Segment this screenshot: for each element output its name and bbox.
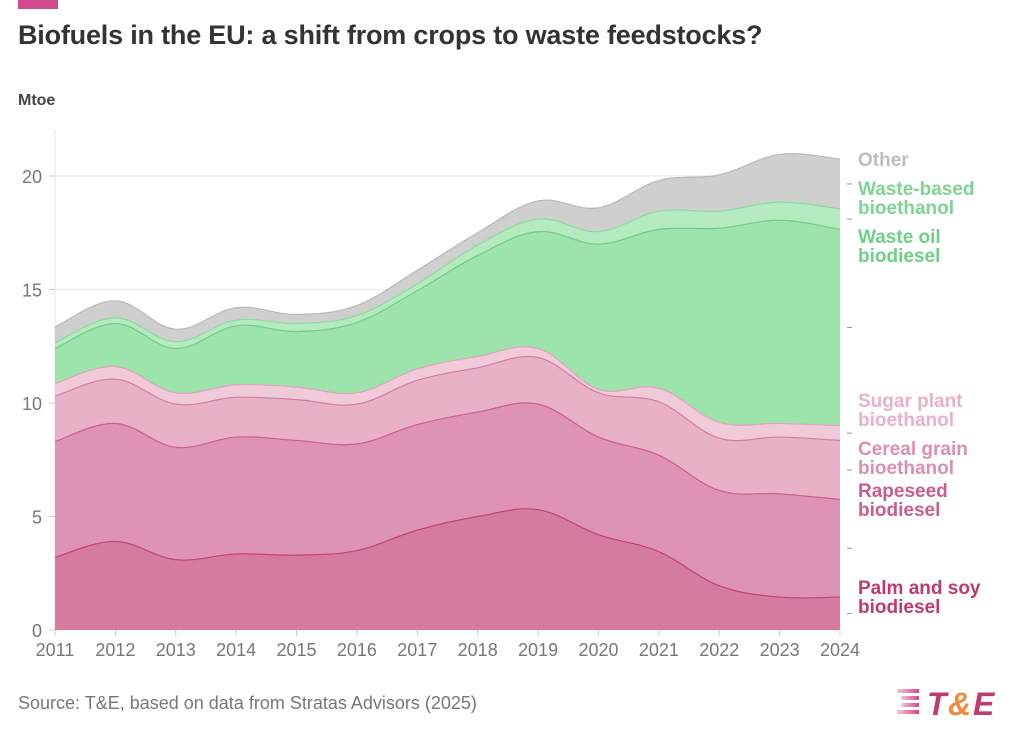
x-tick-label: 2022 xyxy=(699,640,739,660)
series-label-cereal-grain-bioethanol: bioethanol xyxy=(858,458,954,479)
logo-ampersand: & xyxy=(948,686,971,720)
x-tick-label: 2019 xyxy=(518,640,558,660)
chart-title: Biofuels in the EU: a shift from crops t… xyxy=(18,20,763,50)
area-cereal-grain-bioethanol xyxy=(55,356,840,500)
te-logo-mark-icon: T & E xyxy=(897,686,996,722)
y-axis-unit-label: Mtoe xyxy=(18,92,56,109)
line-rapeseed-biodiesel xyxy=(54,402,841,501)
series-label-rapeseed-biodiesel: Rapeseed xyxy=(858,481,948,502)
line-waste-based-bioethanol xyxy=(54,201,841,344)
area-rapeseed-biodiesel xyxy=(55,402,840,598)
y-tick-label: 10 xyxy=(22,394,42,414)
brand-accent-bar xyxy=(18,0,58,9)
area-boundary-lines xyxy=(54,153,841,599)
x-axis-ticks: 2011 2012 2013 2014 2015 2016 2017 2018 2019 2020… xyxy=(36,630,860,660)
series-label-waste-based-bioethanol: Waste-based xyxy=(858,179,975,200)
x-tick-label: 2015 xyxy=(277,640,317,660)
x-tick-label: 2017 xyxy=(397,640,437,660)
series-label-palm-and-soy-biodiesel: Palm and soy xyxy=(858,578,981,599)
series-label-sugar-plant-bioethanol: Sugar plant xyxy=(858,391,963,412)
x-tick-label: 2012 xyxy=(95,640,135,660)
area-sugar-plant-bioethanol xyxy=(55,346,840,441)
logo-e: E xyxy=(973,686,996,720)
series-label-waste-oil-biodiesel: Waste oil xyxy=(858,227,941,248)
x-tick-label: 2013 xyxy=(156,640,196,660)
series-label-sugar-plant-bioethanol: bioethanol xyxy=(858,410,954,431)
te-logo: T & E xyxy=(897,684,1012,722)
series-label-waste-oil-biodiesel: biodiesel xyxy=(858,246,940,267)
series-labels: Palm and soybiodieselRapeseedbiodieselCe… xyxy=(847,150,981,618)
line-cereal-grain-bioethanol xyxy=(54,356,841,442)
series-label-palm-and-soy-biodiesel: biodiesel xyxy=(858,597,940,618)
y-tick-label: 15 xyxy=(22,281,42,301)
line-sugar-plant-bioethanol xyxy=(54,346,841,427)
series-label-other: Other xyxy=(858,150,909,171)
x-tick-label: 2014 xyxy=(216,640,256,660)
x-tick-label: 2021 xyxy=(639,640,679,660)
y-tick-label: 20 xyxy=(22,167,42,187)
x-tick-label: 2016 xyxy=(337,640,377,660)
x-tick-label: 2011 xyxy=(36,640,75,660)
area-palm-and-soy-biodiesel xyxy=(55,508,840,630)
area-waste-oil-biodiesel xyxy=(55,220,840,426)
line-palm-and-soy-biodiesel xyxy=(54,508,841,599)
series-label-rapeseed-biodiesel: biodiesel xyxy=(858,500,940,521)
line-other xyxy=(54,153,841,330)
x-tick-label: 2020 xyxy=(578,640,618,660)
line-waste-oil-biodiesel xyxy=(54,219,841,350)
x-tick-label: 2024 xyxy=(820,640,860,660)
y-tick-label: 5 xyxy=(32,508,42,528)
logo-t: T xyxy=(927,686,949,720)
x-tick-label: 2023 xyxy=(760,640,800,660)
x-tick-label: 2018 xyxy=(458,640,498,660)
source-note: Source: T&E, based on data from Stratas … xyxy=(18,693,477,713)
series-label-waste-based-bioethanol: bioethanol xyxy=(858,198,954,219)
series-label-cereal-grain-bioethanol: Cereal grain xyxy=(858,439,968,460)
area-other xyxy=(55,153,840,343)
area-layers xyxy=(55,153,840,630)
y-tick-label: 0 xyxy=(32,621,42,641)
y-axis-ticks: 0 5 10 15 20 xyxy=(22,167,55,641)
area-waste-based-bioethanol xyxy=(55,202,840,349)
